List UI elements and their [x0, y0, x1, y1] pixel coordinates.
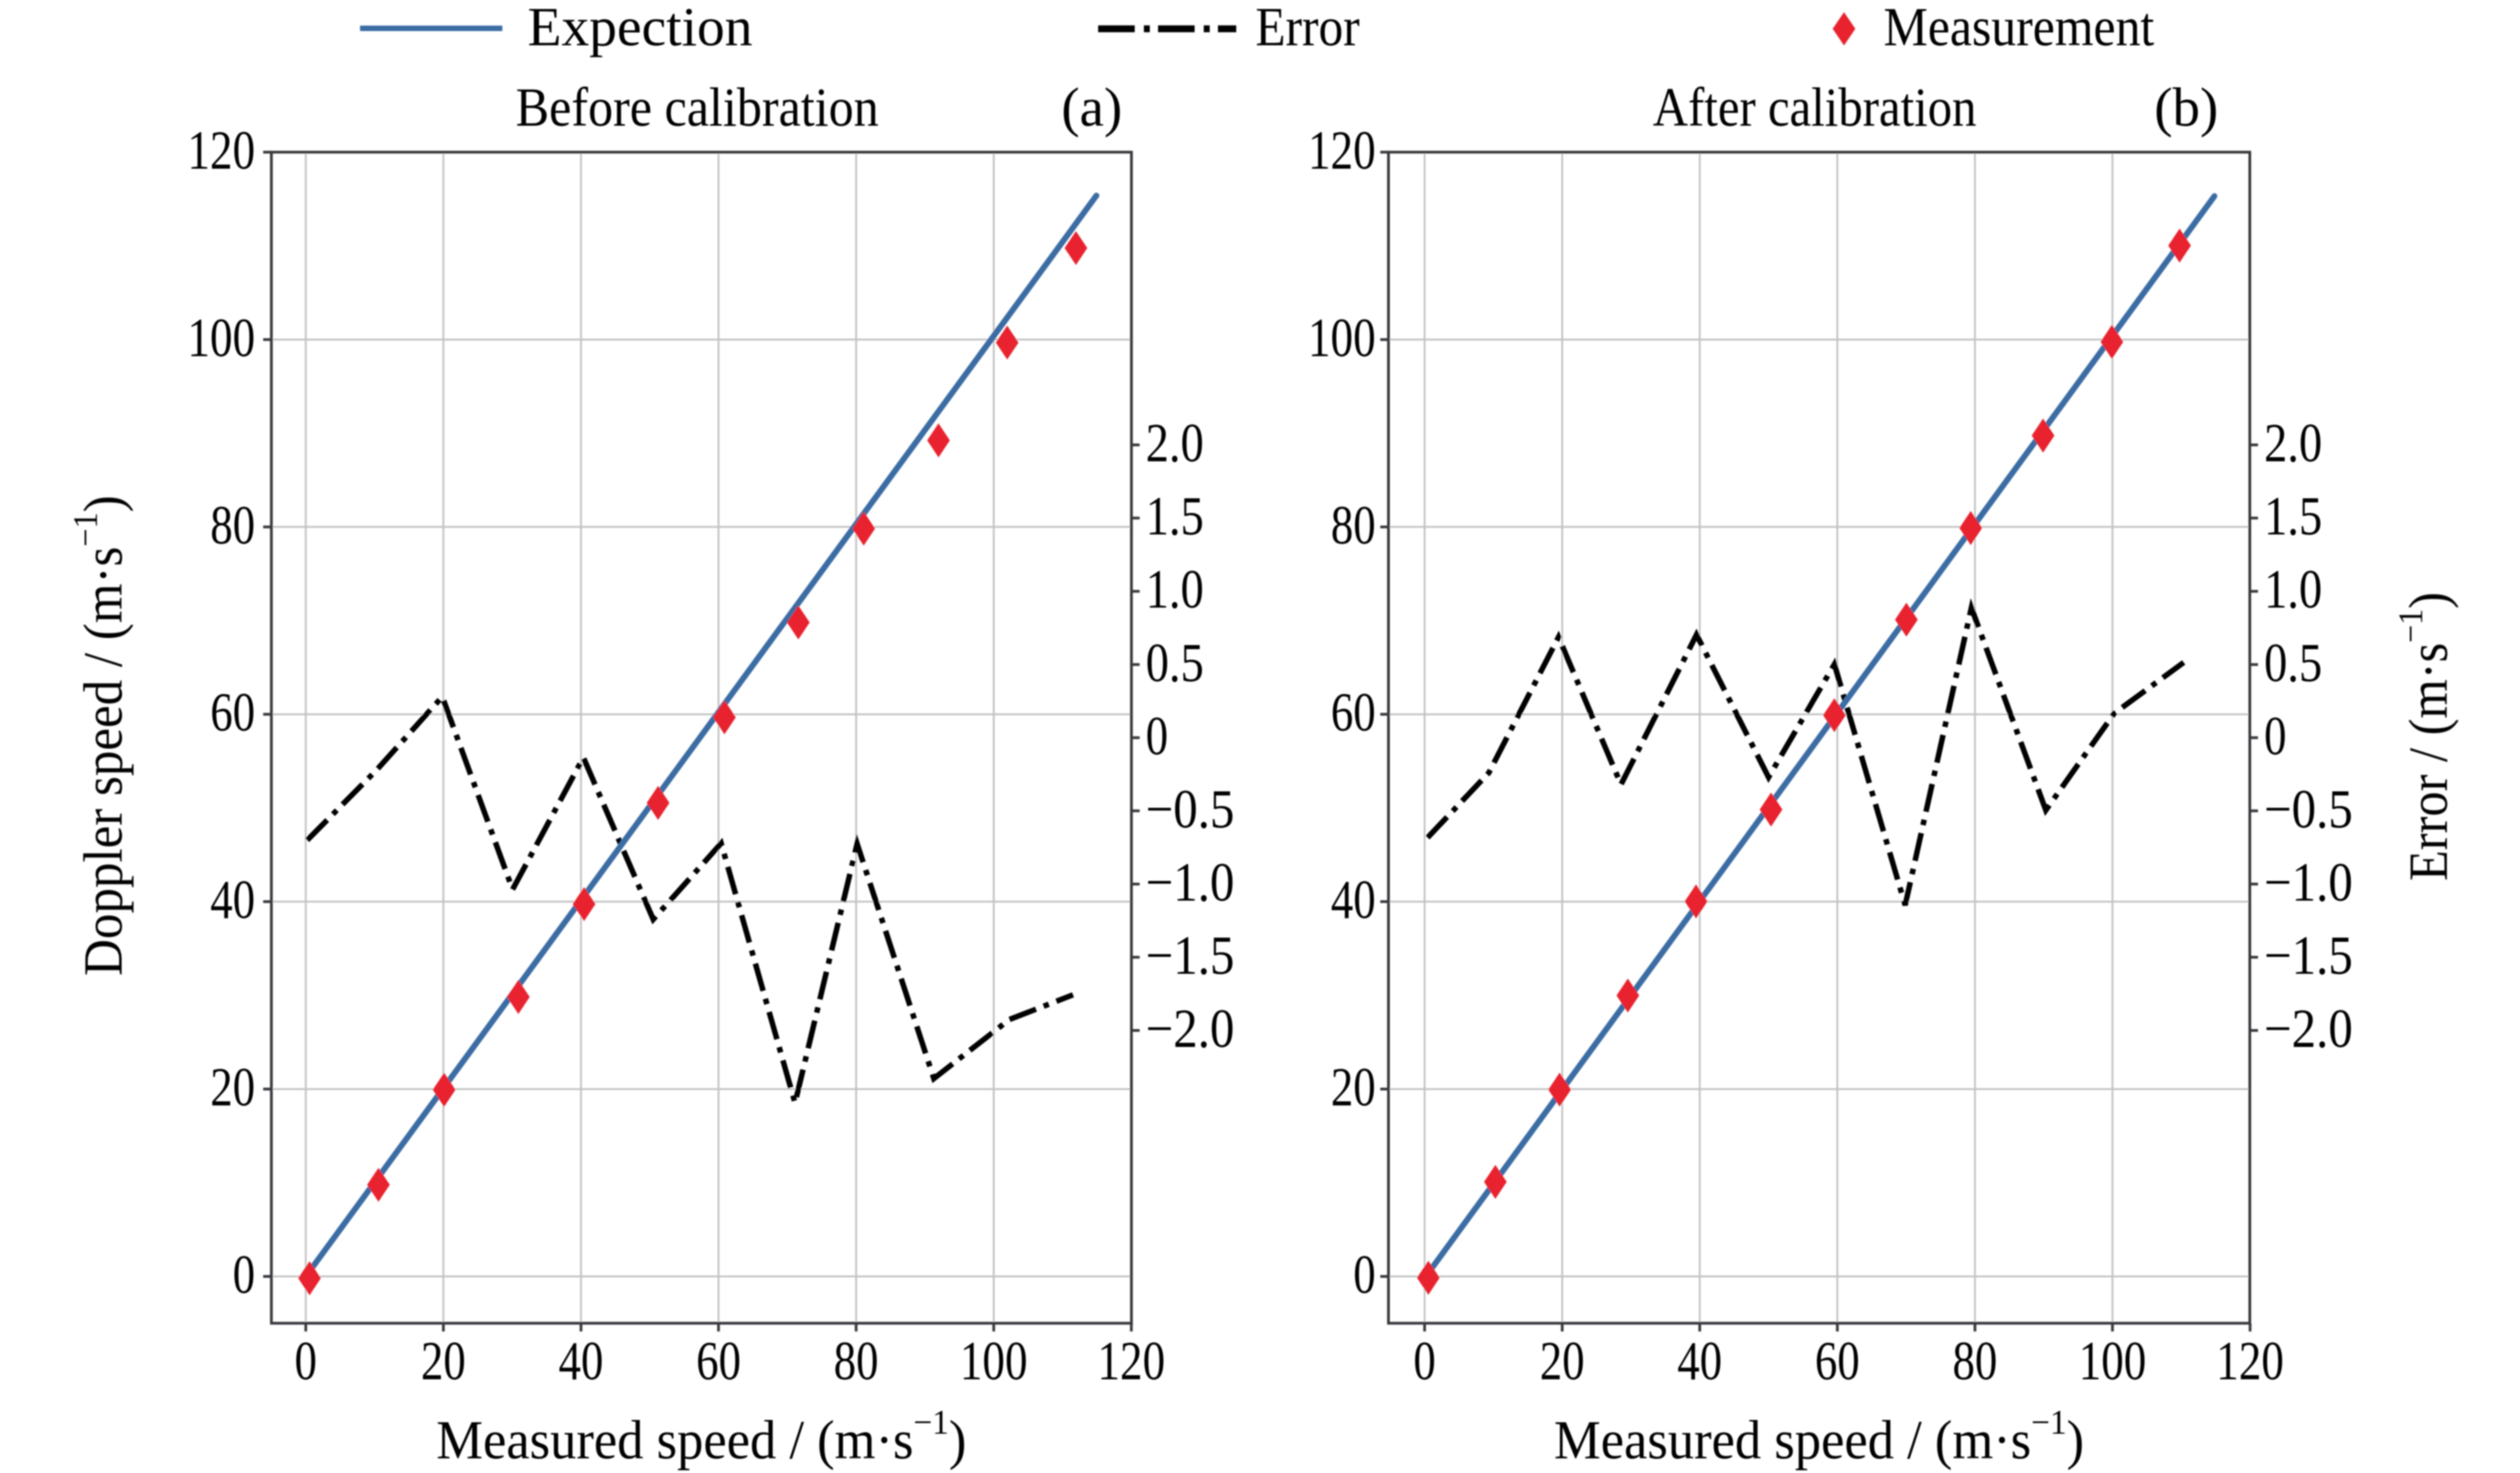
svg-text:After calibration: After calibration	[1653, 78, 1977, 138]
svg-text:100: 100	[187, 307, 255, 368]
svg-text:Before calibration: Before calibration	[516, 78, 879, 138]
svg-text:20: 20	[1331, 1057, 1376, 1117]
svg-text:Doppler speed / (m·s−1): Doppler speed / (m·s−1)	[66, 496, 134, 977]
svg-text:−0.5: −0.5	[1146, 779, 1234, 839]
svg-text:80: 80	[834, 1331, 879, 1392]
svg-text:0: 0	[294, 1331, 317, 1392]
svg-text:0: 0	[1353, 1244, 1376, 1305]
svg-text:40: 40	[559, 1331, 603, 1392]
svg-text:(a): (a)	[1062, 78, 1123, 138]
svg-text:−1.0: −1.0	[2264, 852, 2353, 913]
svg-text:(b): (b)	[2154, 78, 2218, 138]
svg-text:20: 20	[210, 1057, 255, 1117]
svg-text:0: 0	[1414, 1331, 1436, 1392]
svg-text:120: 120	[187, 120, 255, 180]
svg-text:40: 40	[1331, 870, 1376, 930]
svg-text:−2.0: −2.0	[2264, 998, 2353, 1059]
svg-text:0: 0	[1146, 706, 1169, 766]
svg-text:120: 120	[2216, 1331, 2284, 1392]
svg-text:60: 60	[696, 1331, 741, 1392]
svg-text:80: 80	[210, 495, 255, 555]
svg-text:Measured speed / (m·s−1): Measured speed / (m·s−1)	[1554, 1404, 2084, 1470]
svg-text:60: 60	[1331, 682, 1376, 742]
svg-text:Expection: Expection	[528, 0, 753, 58]
svg-text:2.0: 2.0	[1146, 413, 1204, 474]
svg-text:2.0: 2.0	[2264, 413, 2322, 474]
svg-text:1.0: 1.0	[2264, 560, 2322, 620]
svg-text:0.5: 0.5	[2264, 633, 2322, 693]
svg-text:120: 120	[1097, 1331, 1165, 1392]
svg-text:40: 40	[210, 870, 255, 930]
svg-text:1.0: 1.0	[1146, 560, 1204, 620]
svg-text:0: 0	[233, 1244, 256, 1305]
svg-text:Measurement: Measurement	[1884, 0, 2154, 58]
svg-text:Error: Error	[1255, 0, 1360, 58]
svg-text:−1.0: −1.0	[1146, 852, 1234, 913]
svg-text:60: 60	[210, 682, 255, 742]
svg-text:120: 120	[1308, 120, 1376, 180]
svg-text:−0.5: −0.5	[2264, 779, 2353, 839]
svg-text:80: 80	[1952, 1331, 1997, 1392]
svg-text:60: 60	[1815, 1331, 1860, 1392]
svg-text:0.5: 0.5	[1146, 633, 1204, 693]
svg-text:20: 20	[1540, 1331, 1585, 1392]
svg-text:1.5: 1.5	[1146, 486, 1204, 547]
svg-text:100: 100	[960, 1331, 1028, 1392]
svg-text:Measured speed / (m·s−1): Measured speed / (m·s−1)	[436, 1404, 966, 1470]
svg-text:20: 20	[421, 1331, 465, 1392]
svg-text:80: 80	[1331, 495, 1376, 555]
svg-text:−1.5: −1.5	[1146, 925, 1234, 986]
svg-text:1.5: 1.5	[2264, 486, 2322, 547]
svg-text:0: 0	[2264, 706, 2287, 766]
svg-text:100: 100	[1308, 307, 1376, 368]
svg-text:−1.5: −1.5	[2264, 925, 2353, 986]
svg-text:100: 100	[2078, 1331, 2146, 1392]
svg-text:40: 40	[1677, 1331, 1722, 1392]
svg-text:−2.0: −2.0	[1146, 998, 1234, 1059]
